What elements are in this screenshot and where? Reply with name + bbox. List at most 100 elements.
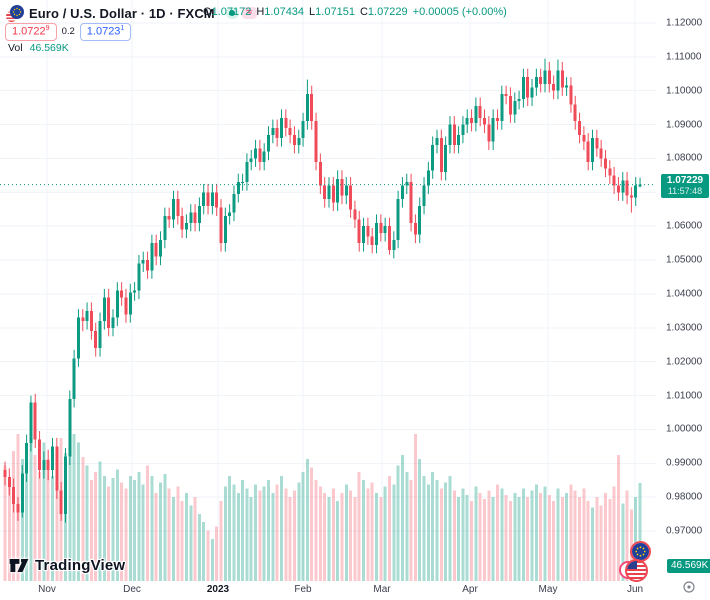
candle-body bbox=[163, 216, 167, 240]
candle-body bbox=[573, 104, 577, 122]
buy-ask-button[interactable]: 1.07231 bbox=[79, 23, 132, 41]
tradingview-logo[interactable]: TradingView bbox=[8, 557, 125, 574]
volume-bar bbox=[444, 482, 448, 581]
volume-bar bbox=[89, 480, 93, 581]
candle-body bbox=[16, 503, 20, 513]
volume-bar bbox=[76, 442, 80, 581]
volume-bar bbox=[7, 480, 11, 581]
candle-body bbox=[375, 222, 379, 245]
volume-bar bbox=[349, 490, 353, 581]
candle-body bbox=[102, 297, 106, 322]
candle-body bbox=[539, 77, 543, 84]
volume-bar bbox=[159, 482, 163, 581]
volume-bar bbox=[249, 497, 253, 581]
candle-body bbox=[422, 185, 426, 206]
candle-body bbox=[12, 487, 16, 504]
volume-bar bbox=[46, 459, 50, 581]
candle-body bbox=[68, 398, 72, 457]
candle-body bbox=[245, 161, 249, 183]
volume-bar bbox=[500, 488, 504, 581]
candle-body bbox=[223, 216, 227, 244]
candle-body bbox=[133, 290, 137, 293]
candle-body bbox=[72, 358, 76, 399]
price-axis-label: 1.02000 bbox=[666, 356, 703, 368]
candle-body bbox=[560, 70, 564, 88]
volume-bar bbox=[573, 490, 577, 581]
price-axis-label: 1.06000 bbox=[666, 220, 703, 232]
candle-body bbox=[357, 219, 361, 244]
volume-bar bbox=[435, 480, 439, 581]
candle-body bbox=[275, 127, 279, 139]
volume-bar bbox=[327, 497, 331, 581]
time-axis-label: Feb bbox=[294, 584, 312, 595]
volume-bar bbox=[124, 488, 128, 581]
volume-bar bbox=[331, 488, 335, 581]
candle-body bbox=[634, 185, 638, 198]
sell-bid-button[interactable]: 1.07229 bbox=[5, 23, 57, 41]
ohlc-readout: O1.07172 H1.07434 L1.07151 C1.07229 +0.00005… bbox=[203, 6, 512, 18]
volume-bar bbox=[603, 492, 607, 581]
volume-bar bbox=[72, 434, 76, 581]
candle-body bbox=[565, 85, 569, 88]
candle-body bbox=[612, 175, 616, 186]
price-axis-label: 1.11000 bbox=[666, 51, 702, 63]
volume-bar bbox=[215, 526, 219, 581]
volume-bar bbox=[409, 480, 413, 581]
candle-body bbox=[189, 212, 193, 223]
symbol-flag-markers bbox=[618, 541, 664, 587]
volume-bar bbox=[521, 488, 525, 581]
current-volume-tag: 46.569K bbox=[667, 559, 710, 573]
candle-body bbox=[621, 180, 625, 193]
price-axis-label: 1.12000 bbox=[666, 17, 703, 29]
volume-bar bbox=[305, 459, 309, 581]
volume-bar bbox=[353, 497, 357, 581]
volume-bar bbox=[202, 522, 206, 581]
candle-body bbox=[3, 470, 7, 477]
volume-bar bbox=[51, 476, 55, 581]
scroll-to-realtime-icon[interactable] bbox=[682, 580, 696, 594]
volume-bar bbox=[586, 501, 590, 581]
candle-body bbox=[310, 94, 314, 122]
candle-body bbox=[292, 134, 296, 145]
volume-bar bbox=[405, 471, 409, 581]
symbol-title[interactable]: Euro / U.S. Dollar · 1D · FXCM bbox=[29, 5, 215, 21]
volume-bar bbox=[539, 492, 543, 581]
volume-bar bbox=[284, 488, 288, 581]
candle-body bbox=[465, 117, 469, 125]
candle-body bbox=[349, 185, 353, 210]
candle-body bbox=[616, 185, 620, 193]
candle-body bbox=[444, 144, 448, 173]
volume-bar bbox=[621, 503, 625, 581]
volume-bar bbox=[241, 480, 245, 581]
close-value: 1.07229 bbox=[367, 6, 408, 18]
volume-bar bbox=[258, 490, 262, 581]
market-open-status-icon[interactable] bbox=[225, 7, 239, 19]
candle-body bbox=[98, 321, 102, 349]
volume-bar bbox=[176, 486, 180, 581]
candle-body bbox=[340, 178, 344, 196]
candle-body bbox=[258, 148, 262, 162]
volume-bar bbox=[111, 478, 115, 581]
candle-body bbox=[418, 205, 422, 235]
volume-bar bbox=[634, 497, 638, 581]
volume-bar bbox=[526, 497, 530, 581]
volume-bar bbox=[228, 476, 232, 581]
volume-bar bbox=[245, 488, 249, 581]
low-value: 1.07151 bbox=[315, 6, 355, 18]
candle-body bbox=[543, 70, 547, 84]
delayed-data-icon[interactable]: ≈ bbox=[241, 7, 257, 19]
volume-bar bbox=[206, 530, 210, 581]
us-flag-icon bbox=[6, 10, 17, 22]
candle-body bbox=[254, 148, 258, 159]
candle-body bbox=[159, 239, 163, 257]
candle-body bbox=[474, 105, 478, 123]
price-axis-label: 0.99000 bbox=[666, 457, 703, 469]
candle-body bbox=[141, 260, 145, 264]
candle-body bbox=[89, 310, 93, 332]
volume-bar bbox=[323, 492, 327, 581]
volume-bar bbox=[457, 497, 461, 581]
tradingview-glyph-icon bbox=[9, 558, 29, 573]
candle-body bbox=[461, 124, 465, 135]
